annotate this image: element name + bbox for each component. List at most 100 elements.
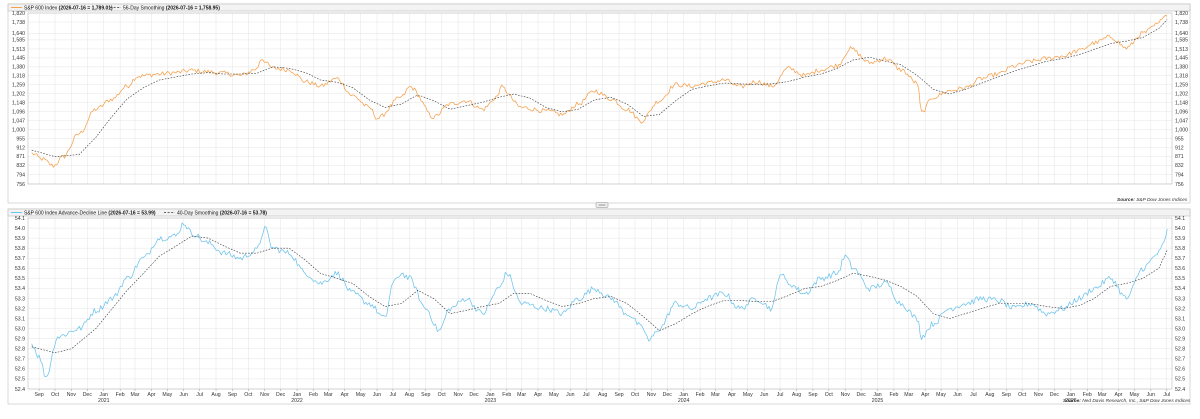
legend-label-56day: 56-Day Smoothing (2026-07-16 = 1,758.95) [123, 5, 220, 11]
y-tick-label-left: 52.9 [15, 337, 25, 343]
x-tick-label: Nov [1034, 392, 1044, 398]
y-tick-label-right: 52.4 [1175, 387, 1185, 393]
x-year-label: 2025 [872, 398, 884, 404]
x-tick-label: Sep [614, 392, 623, 398]
x-tick-label: Nov [453, 392, 463, 398]
x-tick-label: Jul [777, 392, 784, 398]
x-year-label: 2024 [678, 398, 690, 404]
top-panel-frame [7, 3, 1191, 204]
x-tick-label: Apr [534, 392, 542, 398]
x-tick-label: Jan [873, 392, 881, 398]
y-tick-label-left: 1,318 [12, 74, 25, 80]
y-tick-label-left: 912 [16, 145, 25, 151]
x-year-label: 2026 [1065, 398, 1077, 404]
y-tick-label-left: 1,000 [12, 127, 25, 133]
x-tick-label: Jul [1163, 392, 1170, 398]
x-tick-label: Apr [1114, 392, 1122, 398]
x-tick-label: Apr [921, 392, 929, 398]
y-tick-label-left: 955 [16, 136, 25, 142]
x-tick-label: Jan [679, 392, 687, 398]
y-tick-label-right: 1,820 [1175, 11, 1188, 17]
x-year-label: 2021 [98, 398, 110, 404]
y-tick-label-right: 52.6 [1175, 367, 1185, 373]
series-layer [31, 14, 1168, 378]
x-tick-label: Dec [663, 392, 673, 398]
y-tick-label-left: 53.9 [15, 236, 25, 242]
x-tick-label: Sep [421, 392, 430, 398]
panel-resize-handle[interactable] [595, 202, 609, 208]
y-tick-label-left: 54.0 [15, 226, 25, 232]
y-tick-label-right: 53.1 [1175, 316, 1185, 322]
x-tick-label: Feb [309, 392, 318, 398]
x-tick-label: Nov [647, 392, 657, 398]
x-tick-label: Jan [1067, 392, 1075, 398]
bottom-legend-header [7, 208, 1191, 217]
legend-label-40day: 40-Day Smoothing (2026-07-16 = 53.78) [177, 210, 267, 216]
y-tick-label-left: 54.1 [15, 216, 25, 222]
y-tick-label-left: 53.8 [15, 246, 25, 252]
y-tick-label-left: 53.7 [15, 256, 25, 262]
y-tick-label-right: 1,148 [1175, 100, 1188, 106]
y-tick-label-left: 1,513 [12, 47, 25, 53]
y-tick-label-right: 1,738 [1175, 20, 1188, 26]
x-tick-label: Sep [808, 392, 817, 398]
top-legend: S&P 600 Index (2026-07-16 = 1,789.01) 56… [11, 5, 220, 11]
x-tick-label: Oct [244, 392, 253, 398]
y-tick-label-right: 1,259 [1175, 83, 1188, 89]
x-tick-label: Jun [180, 392, 188, 398]
top-source-note: Source: S&P Dow Jones Indices [1117, 197, 1188, 203]
y-tick-label-left: 52.7 [15, 357, 25, 363]
y-tick-label-left: 53.4 [15, 286, 25, 292]
bottom-series-main [31, 222, 1168, 378]
y-tick-label-left: 1,820 [12, 11, 25, 17]
y-tick-label-left: 1,096 [12, 110, 25, 116]
x-tick-label: Jul [970, 392, 977, 398]
y-tick-label-right: 1,096 [1175, 110, 1188, 116]
y-tick-label-left: 1,445 [12, 56, 25, 62]
y-tick-label-right: 53.8 [1175, 246, 1185, 252]
y-tick-label-left: 53.2 [15, 306, 25, 312]
y-tick-label-right: 1,380 [1175, 65, 1188, 71]
y-tick-label-left: 794 [16, 172, 25, 178]
x-tick-label: Aug [405, 392, 414, 398]
y-tick-label-right: 756 [1175, 182, 1184, 188]
bottom-source-note: Source: Ned Davis Research, Inc., S&P Do… [1063, 398, 1191, 404]
y-tick-label-left: 53.6 [15, 266, 25, 272]
x-tick-label: May [936, 392, 946, 398]
x-tick-label: Jun [566, 392, 574, 398]
y-tick-label-left: 1,202 [12, 92, 25, 98]
x-year-label: 2022 [291, 398, 303, 404]
y-tick-label-right: 1,513 [1175, 47, 1188, 53]
y-tick-label-left: 1,148 [12, 100, 25, 106]
plot-area [27, 12, 1173, 185]
y-tick-label-left: 756 [16, 182, 25, 188]
y-tick-label-right: 912 [1175, 145, 1184, 151]
x-tick-label: Nov [841, 392, 851, 398]
legend-label-sp600: S&P 600 Index (2026-07-16 = 1,789.01) [24, 5, 113, 11]
y-tick-label-right: 53.7 [1175, 256, 1185, 262]
x-year-label: 2023 [485, 398, 497, 404]
top-series-main [31, 14, 1168, 168]
x-tick-label: Jul [390, 392, 397, 398]
x-tick-label: Jun [760, 392, 768, 398]
x-tick-label: Dec [856, 392, 866, 398]
x-tick-label: Feb [889, 392, 898, 398]
x-tick-label: Aug [985, 392, 994, 398]
x-tick-label: Aug [211, 392, 220, 398]
y-tick-label-left: 53.1 [15, 316, 25, 322]
legend-label-adline: S&P 600 Index Advance-Decline Line (2026… [24, 210, 156, 216]
y-tick-label-left: 1,585 [12, 38, 25, 44]
x-tick-label: Mar [904, 392, 913, 398]
y-tick-label-right: 1,585 [1175, 38, 1188, 44]
y-tick-label-left: 53.3 [15, 296, 25, 302]
x-tick-label: Jun [373, 392, 381, 398]
x-tick-label: May [356, 392, 366, 398]
x-tick-label: Nov [67, 392, 77, 398]
y-tick-label-right: 54.1 [1175, 216, 1185, 222]
x-tick-label: Mar [131, 392, 140, 398]
x-tick-label: Aug [598, 392, 607, 398]
x-tick-label: Feb [116, 392, 125, 398]
y-tick-label-right: 1,047 [1175, 118, 1188, 124]
y-tick-label-left: 871 [16, 154, 25, 160]
y-tick-label-left: 832 [16, 163, 25, 169]
